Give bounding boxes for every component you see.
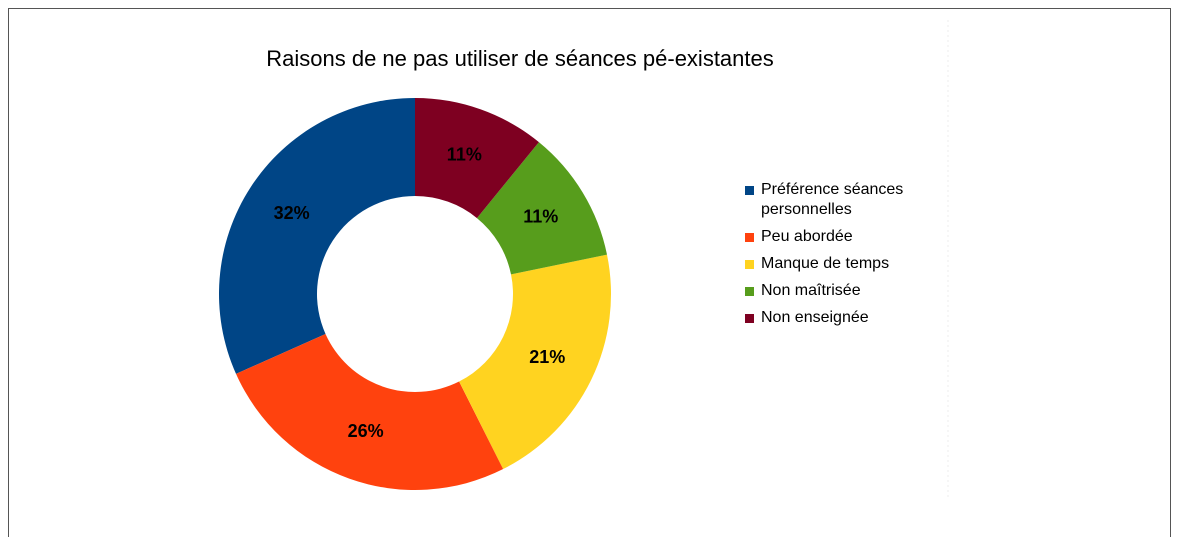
data-label: 11% <box>523 207 558 227</box>
legend-label: Manque de temps <box>761 255 890 272</box>
slice <box>218 98 415 374</box>
frame <box>8 8 1171 537</box>
data-label: 21% <box>529 347 565 367</box>
legend-swatch <box>745 186 754 195</box>
legend-label: Préférence séances personnelles <box>761 181 904 218</box>
legend-item: Préférence séances personnelles <box>745 180 945 220</box>
legend-item: Manque de temps <box>745 254 945 274</box>
legend-label: Non maîtrisée <box>761 282 861 299</box>
slice <box>476 142 608 275</box>
legend-swatch <box>745 287 754 296</box>
slice <box>415 98 539 219</box>
chart-title: Raisons de ne pas utiliser de séances pé… <box>266 46 774 71</box>
legend-swatch <box>745 260 754 269</box>
legend: Préférence séances personnelles Peu abord… <box>745 180 945 335</box>
legend-label: Peu abordée <box>761 228 853 245</box>
legend-label: Non enseignée <box>761 309 869 326</box>
legend-item: Peu abordée <box>745 227 945 247</box>
slice <box>236 333 504 490</box>
legend-swatch <box>745 233 754 242</box>
legend-swatch <box>745 314 754 323</box>
legend-item: Non enseignée <box>745 308 945 328</box>
data-label: 26% <box>348 421 384 441</box>
data-label: 11% <box>447 144 482 164</box>
slice <box>459 254 611 470</box>
legend-item: Non maîtrisée <box>745 281 945 301</box>
data-label: 32% <box>274 203 310 223</box>
